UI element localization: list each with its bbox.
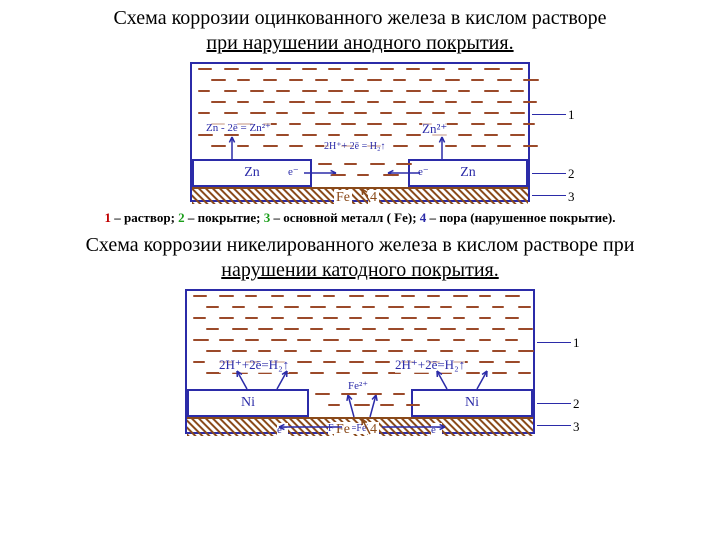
title-2-line-2: нарушении катодного покрытия. bbox=[221, 259, 498, 281]
legend-txt-1: – раствор; bbox=[111, 210, 178, 225]
title-2-line-1: Схема коррозии никелированного железа в … bbox=[86, 234, 635, 256]
lead-2-3 bbox=[537, 425, 571, 426]
side-label-1-1: 1 bbox=[568, 107, 575, 123]
title-1-line-2: при нарушении анодного покрытия. bbox=[206, 32, 513, 54]
lead-2-2 bbox=[537, 403, 571, 404]
legend-txt-2: – покрытие; bbox=[185, 210, 264, 225]
diagram-1: Zn Zn Zn - 2ē = Zn²⁺ 2H⁺+ 2ē = H₂↑ Zn²⁺ … bbox=[190, 62, 530, 202]
lead-1-2 bbox=[532, 173, 566, 174]
side-label-2-3: 3 bbox=[573, 419, 580, 435]
title-1: Схема коррозии оцинкованного железа в ки… bbox=[0, 0, 720, 58]
lead-1-3 bbox=[532, 195, 566, 196]
title-1-line-1: Схема коррозии оцинкованного железа в ки… bbox=[113, 7, 606, 29]
lead-1-1 bbox=[532, 114, 566, 115]
diagram-1-wrap: Zn Zn Zn - 2ē = Zn²⁺ 2H⁺+ 2ē = H₂↑ Zn²⁺ … bbox=[0, 62, 720, 202]
side-label-1-3: 3 bbox=[568, 189, 575, 205]
side-label-2-2: 2 bbox=[573, 396, 580, 412]
legend-txt-4: – пора (нарушенное покрытие). bbox=[426, 210, 615, 225]
diagram-2-wrap: Ni Ni 2H⁺+2ē=H₂↑ 2H⁺+2ē=H₂↑ Fe²⁺ e⁻ e⁻ F… bbox=[0, 289, 720, 434]
diagram-2: Ni Ni 2H⁺+2ē=H₂↑ 2H⁺+2ē=H₂↑ Fe²⁺ e⁻ e⁻ F… bbox=[185, 289, 535, 434]
title-2: Схема коррозии никелированного железа в … bbox=[0, 231, 720, 285]
side-label-1-2: 2 bbox=[568, 166, 575, 182]
lead-2-1 bbox=[537, 342, 571, 343]
legend-txt-3: – основной металл ( Fe); bbox=[270, 210, 420, 225]
side-label-2-1: 1 bbox=[573, 335, 580, 351]
legend: 1 – раствор; 2 – покрытие; 3 – основной … bbox=[0, 202, 720, 231]
